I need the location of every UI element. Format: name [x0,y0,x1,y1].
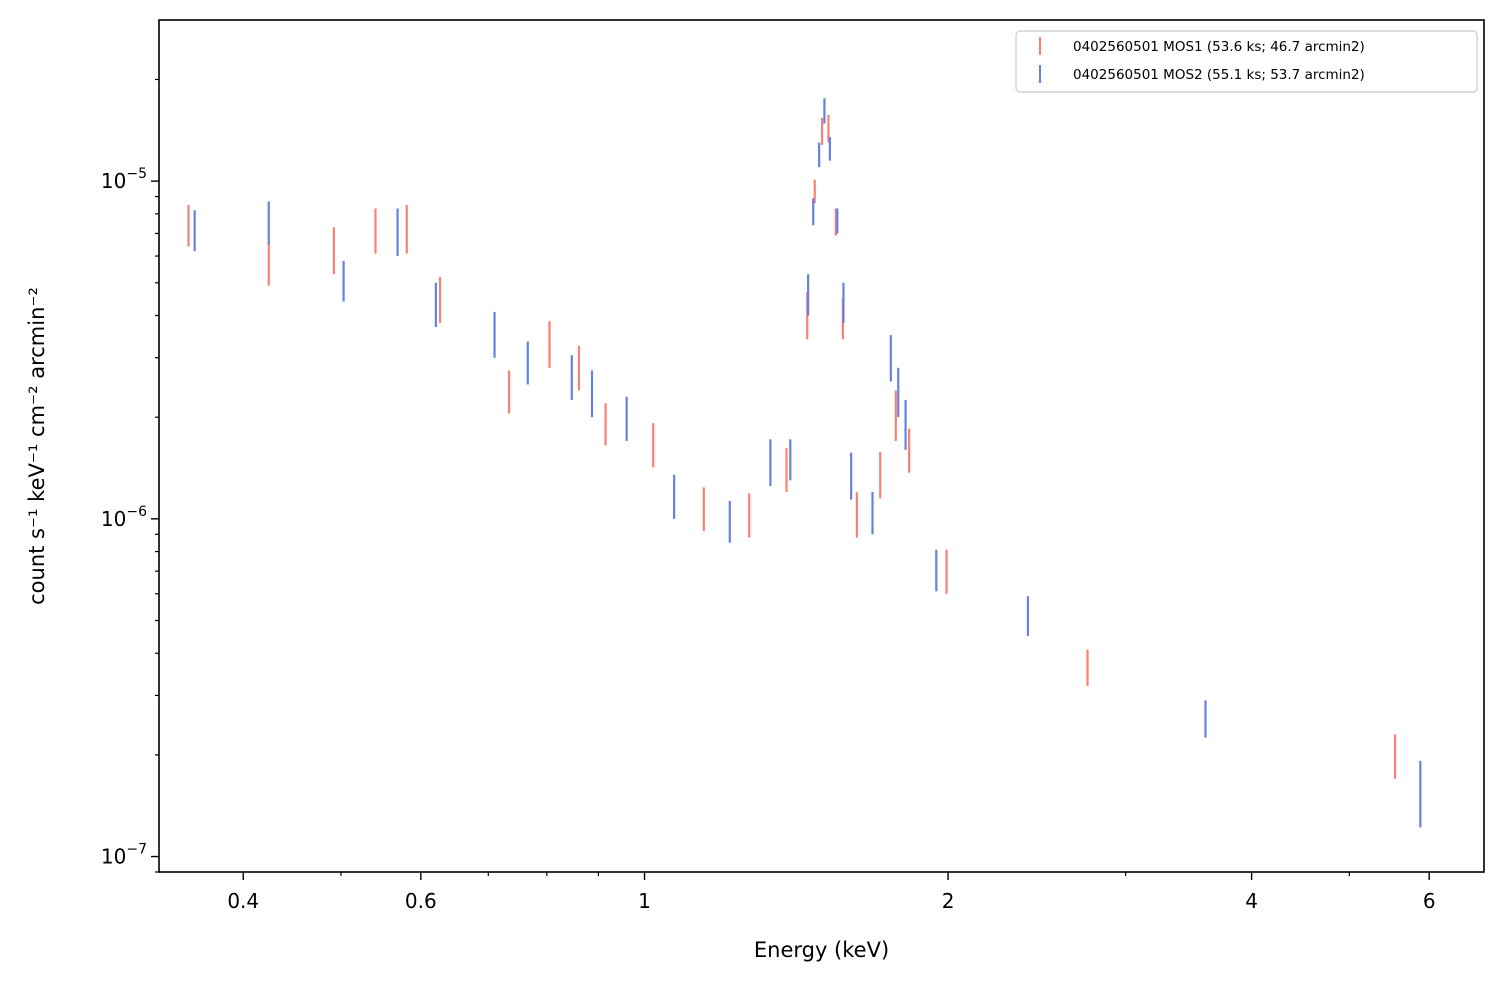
y-tick-label: 10−5 [101,166,147,193]
series-1 [187,114,1397,779]
x-axis-ticks: 0.4 0.6 1 2 4 6 [227,872,1436,913]
y-tick-label: 10−6 [101,504,147,531]
series-layer [187,98,1422,828]
y-axis-label: count s⁻¹ keV⁻¹ cm⁻² arcmin⁻² [25,287,49,605]
y-axis-ticks: 10−7 10−6 10−5 [101,78,159,873]
x-tick-label: 0.6 [405,889,437,913]
legend-box [1015,30,1478,93]
legend: 0402560501 MOS1 (53.6 ks; 46.7 arcmin2) 0… [1015,30,1478,93]
y-tick-label: 10−7 [101,842,147,869]
x-tick-label: 2 [942,889,955,913]
x-tick-label: 1 [638,889,651,913]
plot-frame [158,19,1485,873]
x-tick-label: 6 [1423,889,1436,913]
legend-label-1: 0402560501 MOS1 (53.6 ks; 46.7 arcmin2) [1073,39,1365,55]
x-tick-label: 0.4 [227,889,259,913]
x-axis-label: Energy (keV) [754,938,889,962]
series-2 [193,98,1422,828]
legend-label-2: 0402560501 MOS2 (55.1 ks; 53.7 arcmin2) [1073,67,1365,83]
x-tick-label: 4 [1245,889,1258,913]
